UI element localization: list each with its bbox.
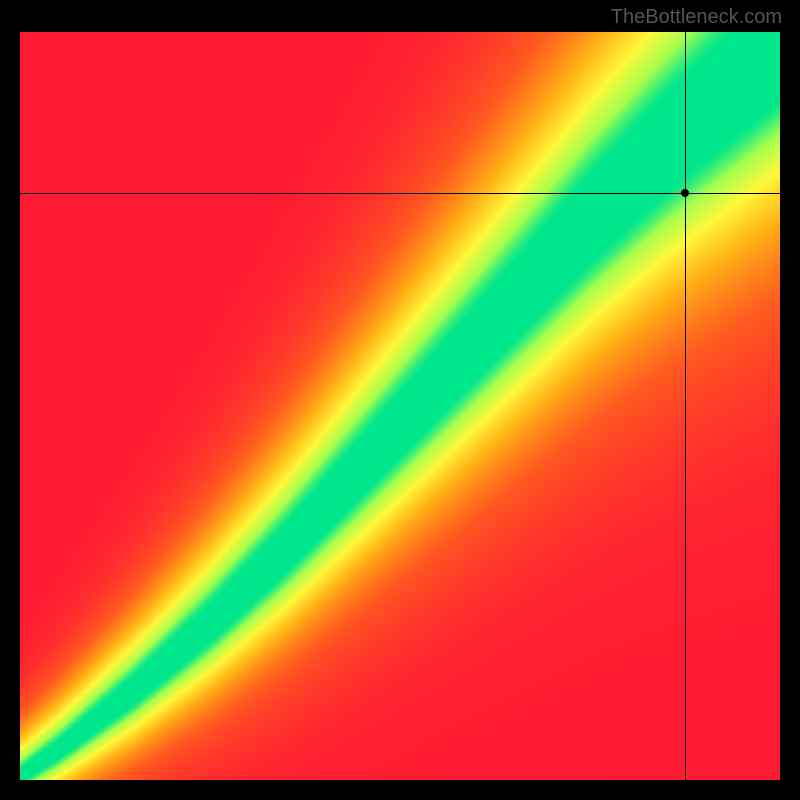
- heatmap-canvas: [20, 32, 780, 780]
- crosshair-marker: [681, 189, 689, 197]
- heatmap-plot: [20, 32, 780, 780]
- watermark-text: TheBottleneck.com: [611, 6, 782, 29]
- crosshair-vertical: [685, 32, 686, 780]
- crosshair-horizontal: [20, 193, 780, 194]
